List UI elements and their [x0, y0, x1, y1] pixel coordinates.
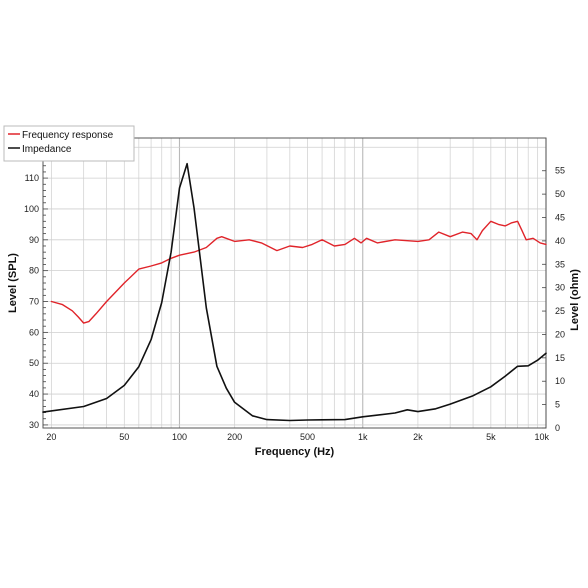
- right-tick-label: 45: [555, 213, 565, 223]
- x-tick-label: 50: [119, 432, 129, 442]
- right-tick-label: 55: [555, 166, 565, 176]
- right-tick-label: 40: [555, 236, 565, 246]
- grid: [43, 138, 547, 428]
- right-tick-label: 35: [555, 259, 565, 269]
- left-tick-label: 110: [25, 173, 39, 183]
- left-tick-label: 100: [24, 204, 39, 214]
- right-tick-label: 50: [555, 189, 565, 199]
- x-tick-label: 100: [172, 432, 187, 442]
- x-tick-label: 1k: [358, 432, 368, 442]
- plot-frame: [42, 137, 547, 429]
- y-axis-right-title: Level (ohm): [569, 269, 581, 331]
- x-tick-label: 10k: [534, 432, 549, 442]
- left-tick-label: 30: [29, 420, 39, 430]
- series: [42, 162, 547, 422]
- left-axis: 30405060708090100110120: [24, 140, 48, 430]
- series-line-frequency-response: [50, 220, 547, 324]
- x-tick-label: 500: [300, 432, 315, 442]
- right-tick-label: 10: [555, 376, 565, 386]
- legend: Frequency response Impedance: [3, 125, 135, 162]
- x-axis: 20 50 100 200 500 1k 2k 5k 10k: [46, 432, 549, 442]
- right-axis: 0 5 10 15 20 25 30 35 40 45 50 55: [542, 166, 565, 433]
- right-tick-label: 25: [555, 306, 565, 316]
- x-tick-label: 20: [46, 432, 56, 442]
- right-tick-label: 20: [555, 329, 565, 339]
- x-axis-title: Frequency (Hz): [255, 446, 335, 458]
- left-tick-label: 70: [29, 297, 39, 307]
- x-tick-label: 5k: [486, 432, 496, 442]
- right-tick-label: 15: [555, 353, 565, 363]
- left-tick-label: 40: [29, 389, 39, 399]
- x-tick-label: 2k: [413, 432, 423, 442]
- left-tick-label: 80: [29, 266, 39, 276]
- right-tick-label: 30: [555, 283, 565, 293]
- legend-label-frequency-response: Frequency response: [22, 130, 114, 141]
- left-tick-label: 90: [29, 235, 39, 245]
- y-axis-left-title: Level (SPL): [7, 253, 19, 313]
- legend-box: [3, 125, 135, 162]
- right-tick-label: 5: [555, 400, 560, 410]
- legend-label-impedance: Impedance: [22, 144, 72, 155]
- left-tick-label: 50: [29, 358, 39, 368]
- left-tick-label: 60: [29, 327, 39, 337]
- series-line-impedance: [42, 162, 547, 422]
- right-tick-label: 0: [555, 423, 560, 433]
- x-tick-label: 200: [227, 432, 242, 442]
